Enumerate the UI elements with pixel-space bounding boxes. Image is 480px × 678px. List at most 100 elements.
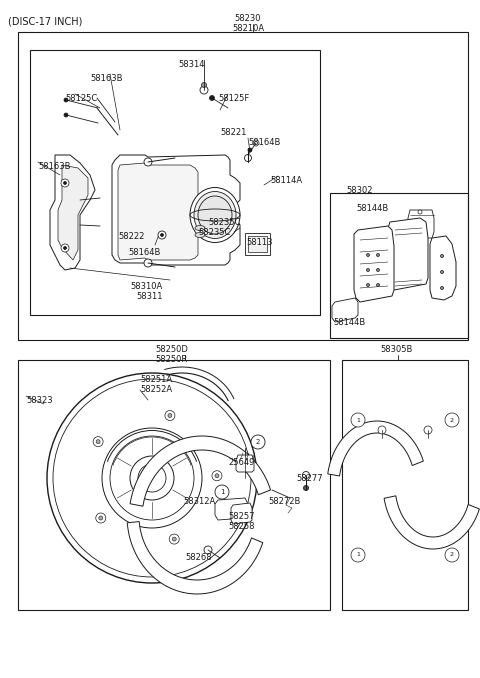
Polygon shape: [332, 298, 358, 322]
Circle shape: [102, 428, 202, 528]
Circle shape: [63, 182, 67, 184]
Text: 1: 1: [356, 553, 360, 557]
Circle shape: [445, 548, 459, 562]
Circle shape: [93, 437, 103, 447]
Polygon shape: [112, 155, 240, 265]
Circle shape: [158, 231, 166, 239]
Text: 58235C: 58235C: [208, 218, 240, 227]
Polygon shape: [408, 210, 434, 238]
Polygon shape: [130, 436, 271, 506]
Circle shape: [160, 233, 164, 237]
Text: 58314: 58314: [178, 60, 204, 69]
Circle shape: [445, 413, 459, 427]
Circle shape: [172, 537, 176, 541]
Circle shape: [441, 271, 444, 273]
Text: 58257: 58257: [228, 512, 254, 521]
Text: 58251A: 58251A: [140, 375, 172, 384]
Circle shape: [47, 373, 257, 583]
Bar: [18, 32, 468, 340]
Circle shape: [253, 140, 259, 146]
Circle shape: [144, 259, 152, 267]
Text: 58164B: 58164B: [128, 248, 160, 257]
Circle shape: [376, 268, 380, 271]
Text: 58210A: 58210A: [232, 24, 264, 33]
Bar: [248, 236, 267, 252]
Circle shape: [376, 254, 380, 256]
Circle shape: [376, 283, 380, 287]
Text: 58250D: 58250D: [155, 345, 188, 354]
Text: 2: 2: [256, 439, 260, 445]
Text: 1: 1: [356, 418, 360, 422]
Text: 58311: 58311: [136, 292, 163, 301]
Text: 58272B: 58272B: [268, 497, 300, 506]
Bar: [245, 233, 270, 255]
Text: 58310A: 58310A: [130, 282, 162, 291]
Circle shape: [251, 435, 265, 449]
Circle shape: [169, 534, 179, 544]
Text: 58163B: 58163B: [90, 74, 122, 83]
Polygon shape: [354, 226, 394, 302]
Text: 58125C: 58125C: [65, 94, 97, 103]
Circle shape: [96, 439, 100, 443]
Ellipse shape: [198, 196, 232, 234]
Circle shape: [110, 436, 194, 520]
Polygon shape: [388, 218, 428, 290]
Circle shape: [215, 485, 229, 499]
Circle shape: [130, 456, 174, 500]
Text: 58305B: 58305B: [380, 345, 412, 354]
Circle shape: [144, 158, 152, 166]
Circle shape: [378, 426, 386, 434]
Circle shape: [302, 471, 310, 479]
Ellipse shape: [195, 226, 205, 231]
Text: 58277: 58277: [296, 474, 323, 483]
Circle shape: [303, 485, 309, 490]
Circle shape: [99, 516, 103, 520]
Circle shape: [53, 379, 251, 577]
Polygon shape: [231, 503, 252, 524]
Circle shape: [61, 179, 69, 187]
Polygon shape: [430, 236, 456, 300]
Ellipse shape: [195, 233, 205, 237]
Bar: [30, 50, 320, 315]
Text: 58164B: 58164B: [248, 138, 280, 147]
Text: 58312A: 58312A: [183, 497, 215, 506]
Circle shape: [61, 244, 69, 252]
Circle shape: [248, 148, 252, 152]
Text: 58221: 58221: [220, 128, 246, 137]
Text: (DISC-17 INCH): (DISC-17 INCH): [8, 16, 83, 26]
Circle shape: [64, 98, 68, 102]
Text: 58230: 58230: [235, 14, 261, 23]
Circle shape: [418, 210, 422, 214]
Polygon shape: [58, 165, 88, 260]
Ellipse shape: [194, 191, 236, 239]
Circle shape: [212, 471, 222, 481]
Circle shape: [424, 426, 432, 434]
Circle shape: [441, 287, 444, 290]
Text: 58268: 58268: [185, 553, 212, 562]
Circle shape: [165, 410, 175, 420]
Circle shape: [64, 113, 68, 117]
Text: 25649: 25649: [228, 458, 254, 467]
Circle shape: [215, 474, 219, 478]
Text: 58258: 58258: [228, 522, 254, 531]
Circle shape: [351, 413, 365, 427]
Circle shape: [96, 513, 106, 523]
Polygon shape: [384, 496, 480, 549]
Text: 58323: 58323: [26, 396, 53, 405]
Circle shape: [351, 548, 365, 562]
Circle shape: [244, 155, 252, 161]
Circle shape: [202, 83, 206, 87]
Text: 58114A: 58114A: [270, 176, 302, 185]
Text: 58222: 58222: [118, 232, 144, 241]
Circle shape: [168, 414, 172, 418]
Polygon shape: [236, 455, 254, 472]
Text: 2: 2: [450, 418, 454, 422]
Text: 1: 1: [220, 489, 224, 495]
Text: 58125F: 58125F: [218, 94, 249, 103]
Text: 58113: 58113: [246, 238, 273, 247]
Circle shape: [367, 254, 370, 256]
Text: 58163B: 58163B: [38, 162, 71, 171]
Polygon shape: [127, 521, 263, 594]
Polygon shape: [215, 498, 248, 520]
Text: 2: 2: [450, 553, 454, 557]
